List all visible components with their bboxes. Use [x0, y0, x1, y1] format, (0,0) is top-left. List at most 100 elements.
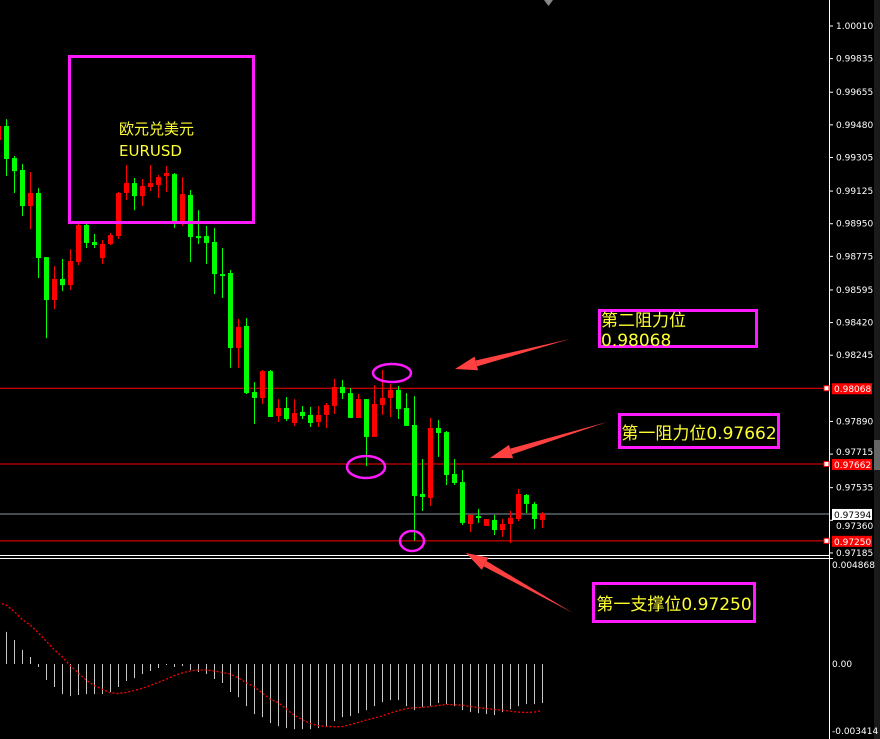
candle — [460, 469, 465, 525]
candle — [308, 406, 313, 428]
candle — [4, 119, 9, 176]
candle-body — [0, 125, 1, 140]
macd-tick-label: -0.003414 — [832, 727, 878, 737]
candle-body — [220, 274, 225, 277]
arrow-shaft — [510, 422, 607, 455]
candle — [148, 164, 153, 192]
candle — [316, 405, 321, 428]
candle-body — [380, 397, 385, 406]
arrow-shaft — [483, 561, 573, 613]
candle — [356, 394, 361, 418]
candle — [300, 405, 305, 420]
candle — [236, 319, 241, 368]
candle — [524, 494, 529, 514]
candle-body — [36, 192, 41, 259]
candle-body — [4, 125, 9, 159]
candle-body — [420, 494, 425, 497]
candle — [260, 369, 265, 404]
candle — [492, 514, 497, 536]
candle — [444, 430, 449, 486]
candle-body — [340, 386, 345, 394]
candle — [164, 166, 169, 193]
candle-body — [404, 408, 409, 426]
price-level-badge-label: 0.98068 — [834, 385, 871, 395]
candle — [244, 318, 249, 395]
y-tick-label: 0.99125 — [836, 187, 873, 197]
candle-body — [204, 236, 209, 243]
candle — [92, 233, 97, 248]
candle — [420, 458, 425, 511]
level-handle — [823, 385, 830, 392]
candle-body — [356, 399, 361, 418]
candle — [132, 178, 137, 211]
candle — [516, 488, 521, 522]
price-level-badge — [832, 458, 872, 470]
candle — [0, 125, 1, 140]
candle — [204, 225, 209, 265]
price-level-badge-label: 0.97394 — [834, 511, 871, 521]
arrow-head — [466, 553, 489, 570]
y-tick-label: 0.98245 — [836, 351, 873, 361]
candle-body — [484, 519, 489, 526]
candle-body — [212, 242, 217, 275]
price-level-badge — [832, 508, 872, 520]
candle-body — [388, 389, 393, 398]
candle-body — [52, 278, 57, 301]
candle-body — [324, 405, 329, 415]
candle-body — [20, 170, 25, 207]
candle — [20, 164, 25, 217]
candle — [324, 402, 329, 428]
resistance-2-label: 第二阻力位0.98068 — [598, 309, 758, 351]
highlight-ellipse — [345, 454, 387, 480]
symbol-cn-label: 欧元兑美元 — [119, 119, 195, 138]
level-handle — [823, 537, 830, 544]
arrow-shaft — [475, 339, 570, 367]
highlight-ellipse — [371, 362, 413, 384]
candle — [388, 383, 393, 417]
macd-tick-label: 0.00 — [832, 660, 852, 670]
candle-body — [372, 403, 377, 437]
candle — [372, 385, 377, 437]
y-tick-label: 1.00010 — [836, 22, 873, 32]
chart-shift-marker-icon — [544, 0, 553, 6]
candle-body — [244, 325, 249, 394]
candle — [508, 510, 513, 544]
arrow-icon — [466, 553, 573, 613]
candle-body — [468, 514, 473, 525]
candle-body — [12, 158, 17, 172]
candle-body — [124, 183, 129, 193]
highlight-ellipse — [398, 529, 426, 553]
candle-body — [284, 408, 289, 420]
candle — [412, 396, 417, 541]
candle — [468, 514, 473, 533]
y-tick-label: 0.97535 — [836, 484, 873, 494]
candle-body — [140, 186, 145, 197]
candle — [484, 519, 489, 526]
candle-body — [452, 474, 457, 484]
candle — [404, 393, 409, 426]
candle — [188, 189, 193, 262]
candle — [268, 369, 273, 417]
candle-body — [260, 371, 265, 398]
y-tick-label: 0.97185 — [836, 549, 873, 559]
arrow-head — [490, 444, 514, 459]
level-handle — [823, 460, 830, 467]
candle — [124, 164, 129, 201]
candle — [44, 257, 49, 339]
candle-body — [316, 414, 321, 423]
candle — [532, 502, 537, 530]
candle — [540, 511, 545, 528]
candle-body — [364, 399, 369, 437]
candle-body — [164, 172, 169, 176]
candle-body — [492, 519, 497, 531]
candle-body — [332, 386, 337, 406]
candle-body — [308, 414, 313, 423]
y-tick-label: 0.98775 — [836, 252, 873, 262]
candle-body — [188, 194, 193, 237]
candle-body — [532, 503, 537, 520]
y-tick-label: 0.97360 — [836, 522, 873, 532]
candle — [276, 399, 281, 423]
price-level-badge-label: 0.97250 — [834, 538, 871, 548]
candle-body — [276, 408, 281, 417]
